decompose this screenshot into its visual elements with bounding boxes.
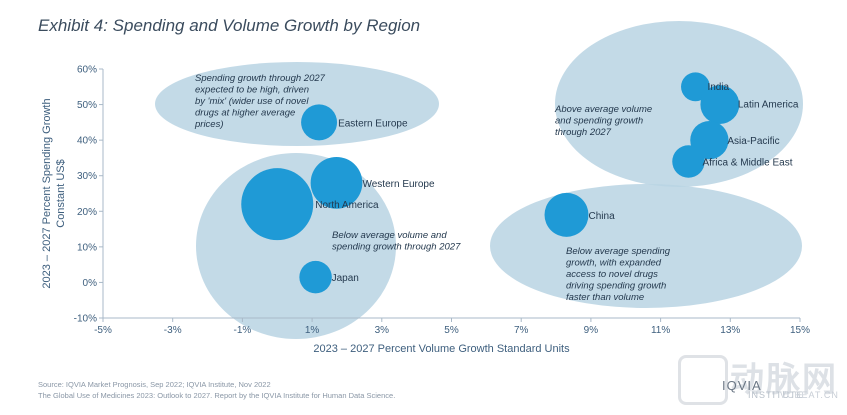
bubble-label: Africa & Middle East <box>702 157 792 168</box>
bubble-label: India <box>707 82 729 93</box>
y-axis-label: Constant US$ <box>55 159 67 227</box>
x-tick-label: 3% <box>375 325 390 336</box>
y-axis-label: 2023 – 2027 Percent Spending Growth <box>41 98 53 288</box>
x-tick-label: 1% <box>305 325 320 336</box>
bubble-point <box>681 72 710 102</box>
annotation-text: Below average volume and spending growth … <box>332 230 461 253</box>
annotation-text: Spending growth through 2027 expected to … <box>194 73 326 130</box>
chart-axes: -5% -3% -1% 1% 3% 5% 7% 9% 11% 13% 15% 60% 50% 40% 30%… <box>41 65 810 356</box>
y-tick-label: 10% <box>77 242 97 253</box>
bubble-series <box>241 72 740 294</box>
y-tick-label: 30% <box>77 171 97 182</box>
x-axis-label: 2023 – 2027 Percent Volume Growth Standa… <box>313 343 570 355</box>
chart-annotations: Spending growth through 2027 expected to … <box>194 73 671 303</box>
annotation-text: Above average volume and spending growth t… <box>554 104 652 138</box>
bubble-point <box>672 145 705 178</box>
bubble-label: China <box>589 211 616 222</box>
x-tick-label: -5% <box>94 325 112 336</box>
bubble-label: Eastern Europe <box>338 118 408 129</box>
bubble-label: Latin America <box>738 100 799 111</box>
bubble-label: Asia-Pacific <box>727 136 779 147</box>
source-line-2: The Global Use of Medicines 2023: Outloo… <box>38 391 396 400</box>
x-tick-label: -1% <box>234 325 252 336</box>
x-tick-label: -3% <box>164 325 182 336</box>
chart-title: Exhibit 4: Spending and Volume Growth by… <box>38 16 421 35</box>
iqvia-logo: IQVIA <box>722 378 762 393</box>
bubble-point <box>690 121 729 160</box>
bubble-point <box>544 192 589 237</box>
y-tick-label: 40% <box>77 136 97 147</box>
x-tick-label: 11% <box>651 325 670 336</box>
watermark-url: VCBEAT.CN <box>780 390 839 400</box>
bubble-label: Japan <box>332 273 359 284</box>
y-tick-label: -10% <box>74 314 97 325</box>
y-tick-label: 0% <box>83 278 98 289</box>
watermark-sub: INSTITUTE <box>748 390 804 400</box>
source-line-1: Source: IQVIA Market Prognosis, Sep 2022… <box>38 380 271 389</box>
x-tick-label: 15% <box>790 325 810 336</box>
bubble-point <box>299 260 332 294</box>
x-tick-label: 5% <box>444 325 459 336</box>
group-ellipse <box>555 21 803 187</box>
x-tick-label: 7% <box>514 325 529 336</box>
y-tick-label: 20% <box>77 207 97 218</box>
bubble-label: North America <box>315 200 379 211</box>
x-tick-label: 9% <box>584 325 599 336</box>
bubble-point <box>301 104 338 141</box>
y-tick-label: 60% <box>77 65 97 76</box>
bubble-labels: North America Western Europe Eastern Europ… <box>315 82 799 284</box>
group-ellipse <box>155 62 439 146</box>
watermark-logo-icon <box>678 355 728 405</box>
bubble-point <box>241 168 314 241</box>
bubble-point <box>310 156 363 209</box>
watermark-site-text: 动脉网 <box>730 361 838 399</box>
bubble-label: Western Europe <box>362 179 435 190</box>
bubble-point <box>700 85 740 124</box>
x-tick-label: 13% <box>720 325 740 336</box>
annotation-text: Below average spending growth, with expan… <box>566 246 671 303</box>
y-tick-label: 50% <box>77 100 97 111</box>
